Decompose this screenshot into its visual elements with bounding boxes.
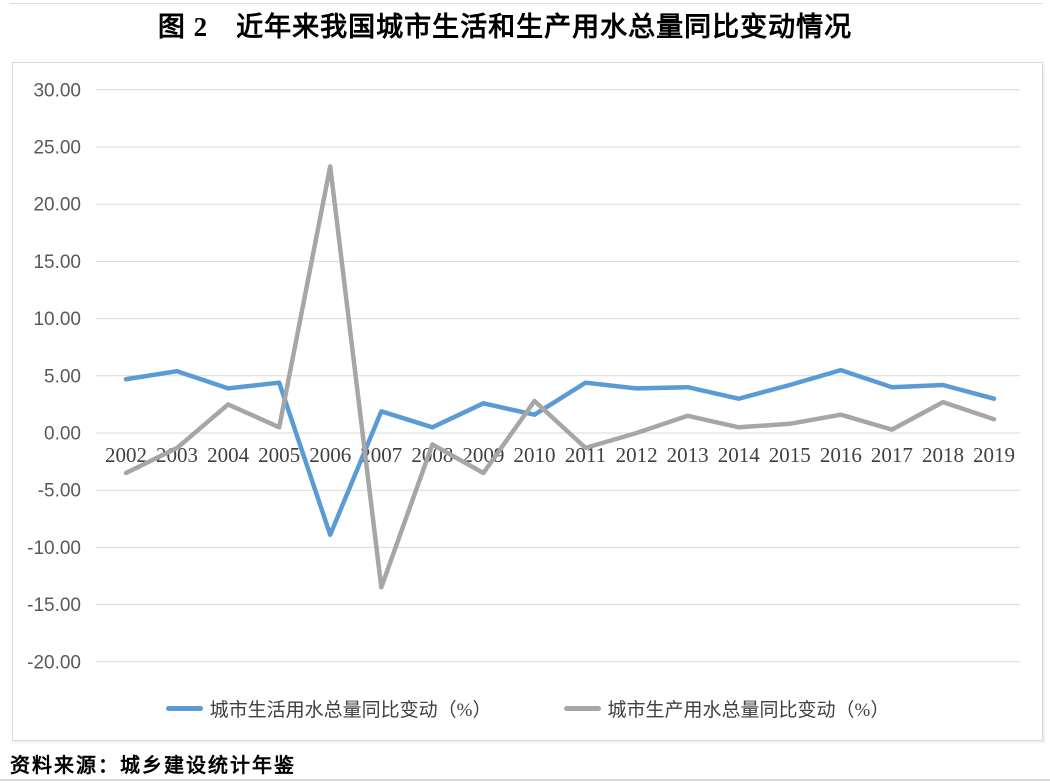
chart-frame: 30.00 25.00 20.00 15.00 10.00 5.00 0.00 -5.00 -1… — [12, 62, 1043, 741]
y-axis-label: 5.00 — [44, 366, 81, 387]
y-axis-label: 25.00 — [33, 138, 81, 159]
source-note: 资料来源：城乡建设统计年鉴 — [10, 755, 296, 777]
y-axis-label: 0.00 — [44, 424, 81, 445]
y-axis-label: 15.00 — [33, 252, 81, 273]
bottom-divider-rule — [0, 779, 1050, 781]
y-axis-label: 20.00 — [33, 195, 81, 216]
x-axis-label: 2014 — [718, 443, 761, 467]
y-axis-label: -10.00 — [27, 538, 81, 559]
figure-title: 图 2 近年来我国城市生活和生产用水总量同比变动情况 — [157, 12, 853, 42]
y-axis-label: 30.00 — [33, 80, 81, 101]
x-axis-label: 2002 — [105, 443, 147, 467]
chart-legend: 城市生活用水总量同比变动（%） 城市生产用水总量同比变动（%） — [13, 695, 1042, 722]
y-axis-label: -20.00 — [27, 652, 81, 673]
x-axis-label: 2018 — [922, 443, 964, 467]
x-axis-label: 2019 — [973, 443, 1015, 467]
x-axis-label: 2010 — [513, 443, 555, 467]
x-axis-label: 2013 — [667, 443, 709, 467]
x-axis-label: 2016 — [820, 443, 862, 467]
legend-item-domestic-water: 城市生活用水总量同比变动（%） — [165, 695, 492, 722]
legend-label-domestic-water: 城市生活用水总量同比变动（%） — [209, 700, 492, 721]
series-line-production-water — [123, 164, 997, 590]
x-axis-label: 2012 — [616, 443, 658, 467]
x-axis-label: 2005 — [258, 443, 300, 467]
legend-item-production-water: 城市生产用水总量同比变动（%） — [563, 695, 890, 722]
x-axis-label: 2017 — [871, 443, 913, 467]
chart-plot-area: 30.00 25.00 20.00 15.00 10.00 5.00 0.00 -5.00 -1… — [27, 80, 1020, 673]
x-axis-label: 2006 — [309, 443, 351, 467]
legend-swatch-domestic-water — [165, 706, 203, 711]
y-axis-label: 10.00 — [33, 309, 81, 330]
x-axis-label: 2015 — [769, 443, 811, 467]
series-line-domestic-water — [123, 367, 997, 538]
x-axis-label: 2004 — [207, 443, 250, 467]
y-axis-label: -15.00 — [27, 595, 81, 616]
top-divider-rule — [10, 3, 1042, 4]
legend-label-production-water: 城市生产用水总量同比变动（%） — [607, 700, 890, 721]
y-axis-label: -5.00 — [38, 481, 81, 502]
legend-swatch-production-water — [563, 706, 601, 711]
